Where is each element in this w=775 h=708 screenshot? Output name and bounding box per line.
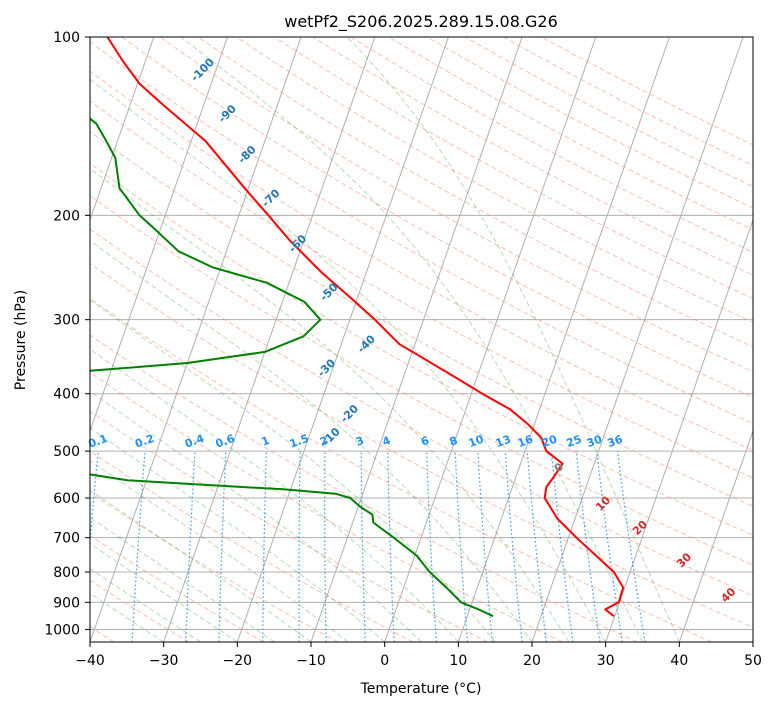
isotherm-line: [90, 37, 228, 433]
background-lines: [90, 37, 753, 642]
moist-adiabat-line: [90, 542, 238, 642]
isotherm-line: [457, 37, 670, 642]
mixing-ratio-label: 4: [381, 434, 393, 449]
mixing-ratio-line: [616, 451, 646, 642]
dry-adiabat-line: [90, 334, 638, 642]
moist-adiabat-line: [90, 348, 459, 642]
y-tick-label: 800: [53, 565, 80, 581]
moist-adiabat-line: [90, 390, 422, 642]
mixing-ratio-label: 0.4: [183, 432, 206, 451]
dry-adiabat-line: [90, 262, 753, 629]
y-axis-label: Pressure (hPa): [13, 290, 29, 390]
isotherm-line: [90, 37, 302, 642]
moist-adiabat-line: [346, 37, 680, 642]
mixing-ratio-line: [90, 451, 99, 549]
mixing-ratio-label: 0.1: [87, 432, 110, 451]
mixing-ratio-label: 0.6: [214, 432, 237, 451]
isotherm-line: [605, 218, 753, 642]
x-tick-label: 40: [670, 653, 688, 669]
moist-adiabat-line: [90, 240, 533, 642]
mixing-ratio-label: 8: [448, 434, 460, 449]
x-axis-label: Temperature (°C): [360, 681, 482, 697]
temperature-profile-line: [106, 37, 625, 617]
mixing-ratio-line: [504, 451, 523, 642]
mixing-ratio-label: 20: [540, 432, 559, 450]
chart-title: wetPf2_S206.2025.289.15.08.G26: [284, 12, 558, 32]
dewpoint-profile-line: [90, 117, 494, 618]
dry-adiabat-line: [274, 37, 753, 300]
isotherm-line: [310, 37, 523, 642]
isotherm-line: [90, 37, 155, 222]
mixing-ratio-label: 25: [565, 433, 584, 450]
x-tick-label: 30: [597, 653, 615, 669]
x-tick-label: −30: [149, 653, 179, 669]
dry-adiabat-line: [197, 37, 753, 348]
mixing-ratio-line: [477, 451, 493, 642]
dry-adiabat-line: [159, 37, 753, 373]
dry-adiabat-line: [90, 162, 753, 536]
y-tick-label: 900: [53, 595, 80, 611]
moist-adiabat-line: [90, 459, 349, 642]
x-tick-label: −40: [75, 653, 105, 669]
x-tick-label: −20: [223, 653, 253, 669]
y-tick-label: 1000: [44, 622, 80, 638]
y-tick-label: 700: [53, 531, 80, 547]
plot-frame: [89, 36, 754, 643]
mixing-ratio-label: 3: [354, 434, 366, 449]
isotherm-line: [531, 37, 744, 642]
isotherm-line: [163, 37, 376, 642]
dry-adiabat-line: [90, 131, 753, 507]
mixing-ratio-label: 30: [585, 432, 604, 450]
axis-ticks: −40 −30 −20 −10 0 10 20 30 40 5010020030040050060…: [44, 30, 762, 669]
mixing-ratio-label: 6: [419, 434, 431, 449]
mixing-ratio-label: 10: [467, 432, 486, 450]
dry-adiabat-line: [90, 228, 753, 597]
y-tick-label: 200: [53, 208, 80, 224]
mixing-ratio-label: 2: [318, 434, 330, 449]
y-tick-label: 100: [53, 30, 80, 46]
mixing-ratio-label: 13: [494, 433, 513, 450]
mixing-ratio-label: 16: [516, 432, 535, 450]
mixing-ratio-line: [551, 451, 574, 642]
moist-adiabat-line: [90, 592, 164, 642]
y-tick-label: 400: [53, 387, 80, 403]
dry-adiabat-line: [90, 100, 753, 479]
y-tick-label: 300: [53, 313, 80, 329]
isotherm-line: [678, 429, 753, 642]
moist-adiabat-line: [90, 167, 570, 642]
mixing-ratio-line: [575, 451, 601, 642]
profile-lines: [90, 37, 625, 618]
moist-adiabat-line: [90, 78, 607, 642]
x-tick-label: −10: [296, 653, 326, 669]
isotherm-line: [384, 37, 597, 642]
x-tick-label: 10: [449, 653, 467, 669]
moist-adiabat-line: [90, 516, 275, 642]
isotherm-line: [236, 37, 449, 642]
moist-adiabat-line: [90, 489, 312, 642]
mixing-ratio-line: [526, 451, 547, 642]
mixing-ratio-line: [596, 451, 623, 642]
dry-adiabat-line: [236, 37, 753, 323]
dry-adiabat-line: [90, 371, 563, 642]
x-tick-label: 0: [380, 653, 389, 669]
mixing-ratio-label: 1: [260, 434, 272, 449]
mixing-ratio-label: 0.2: [133, 432, 156, 451]
mixing-ratio-label: 36: [606, 432, 625, 450]
y-tick-label: 500: [53, 444, 80, 460]
mixing-ratio-label: 1.5: [288, 432, 311, 451]
dry-adiabat-line: [90, 535, 264, 642]
x-tick-label: 50: [744, 653, 762, 669]
y-tick-label: 600: [53, 491, 80, 507]
dry-adiabat-line: [90, 410, 488, 642]
x-tick-label: 20: [523, 653, 541, 669]
dry-adiabat-line: [90, 450, 414, 642]
moist-adiabat-line: [90, 427, 386, 642]
dry-adiabat-line: [90, 579, 190, 642]
